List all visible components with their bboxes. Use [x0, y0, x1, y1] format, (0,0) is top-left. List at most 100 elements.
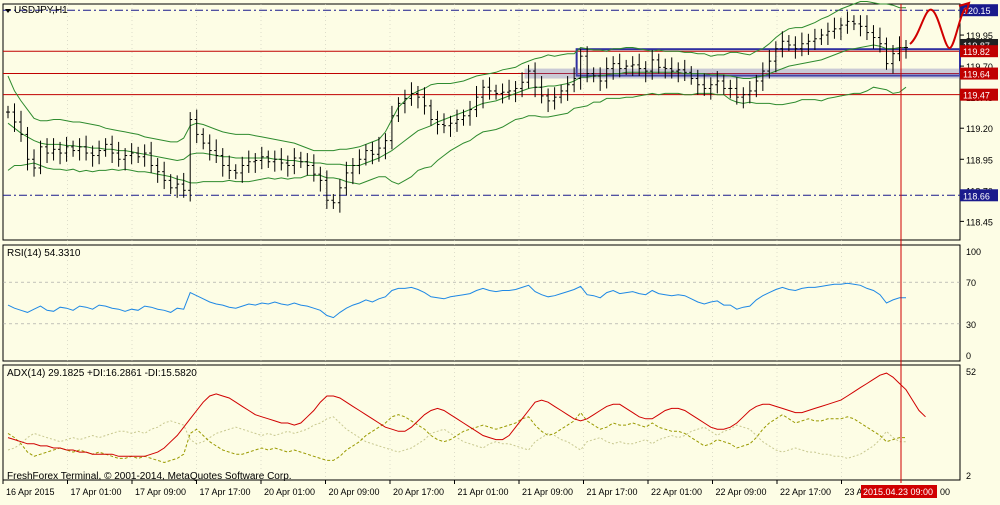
- price-bar: [188, 112, 193, 202]
- level-label: 120.15: [963, 6, 991, 16]
- price-bar: [155, 158, 160, 183]
- x-tick-label: 22 Apr 09:00: [716, 487, 767, 497]
- price-bar: [559, 84, 564, 104]
- price-bar: [448, 115, 453, 137]
- price-bar: [767, 49, 772, 79]
- x-tick-label: 17 Apr 09:00: [135, 487, 186, 497]
- price-bar: [363, 144, 368, 166]
- rsi-panel-title: RSI(14) 54.3310: [7, 248, 81, 259]
- price-bar: [32, 149, 37, 177]
- adx-panel-frame: [2, 364, 961, 481]
- price-bar: [520, 72, 525, 98]
- price-bar: [806, 33, 811, 55]
- price-bar: [331, 194, 336, 209]
- level-label: 118.66: [963, 191, 990, 201]
- price-bar: [715, 71, 720, 94]
- price-bar: [611, 56, 616, 80]
- price-bar: [142, 144, 147, 167]
- price-bar: [227, 155, 232, 180]
- price-bar: [402, 89, 407, 114]
- price-bar: [162, 161, 167, 190]
- price-tick-label: 119.95: [966, 31, 993, 41]
- level-label: 119.64: [963, 70, 990, 80]
- price-bar: [259, 146, 264, 170]
- forecast-arrow-line: [909, 7, 967, 50]
- price-bar: [708, 77, 713, 100]
- x-tail-label: 00: [940, 487, 950, 497]
- price-bar: [97, 140, 102, 165]
- price-bar: [51, 138, 56, 161]
- price-bar: [298, 151, 303, 168]
- price-bar: [669, 57, 674, 79]
- price-tick-label: 119.20: [966, 124, 993, 134]
- price-bar: [415, 85, 420, 109]
- price-bar: [695, 69, 700, 95]
- forecast-arrow-head-icon: [958, 1, 971, 15]
- price-bar: [396, 97, 401, 122]
- price-bar: [728, 79, 733, 99]
- x-tick-label: 22 Apr 01:00: [651, 487, 702, 497]
- price-bar: [702, 73, 707, 96]
- level-label: 119.82: [963, 47, 990, 57]
- level-label-bg: [960, 45, 998, 58]
- price-tick-label: 118.95: [966, 155, 993, 165]
- adx-tick-label: 2: [966, 471, 971, 481]
- price-bar: [513, 81, 518, 103]
- price-panel-title: USDJPY,H1: [14, 5, 68, 16]
- level-label: 119.47: [963, 91, 990, 101]
- price-bar: [279, 148, 284, 171]
- price-bar: [546, 88, 551, 113]
- price-bar: [747, 81, 752, 104]
- price-bar: [428, 99, 433, 126]
- rsi-panel-frame: [2, 244, 961, 362]
- price-bar: [272, 150, 277, 172]
- price-bar: [441, 113, 446, 134]
- price-bar: [129, 143, 134, 165]
- price-bar: [637, 53, 642, 77]
- price-bar: [123, 148, 128, 171]
- price-bar: [116, 141, 121, 167]
- level-label-bg: [960, 189, 998, 202]
- price-bar: [721, 74, 726, 95]
- price-bar: [832, 17, 837, 39]
- x-tick-label: 21 Apr 01:00: [458, 487, 509, 497]
- price-bar: [370, 141, 375, 165]
- price-bar: [38, 140, 43, 175]
- rsi-tick-label: 0: [966, 351, 971, 361]
- price-bar: [90, 145, 95, 167]
- price-bar: [858, 15, 863, 37]
- price-bar: [676, 62, 681, 83]
- price-bar: [305, 153, 310, 176]
- price-bar: [624, 59, 629, 75]
- copyright-footer: FreshForex Terminal, © 2001-2014, MetaQu…: [7, 471, 292, 482]
- price-bar: [481, 79, 486, 109]
- symbol-dropdown-icon[interactable]: [5, 9, 11, 13]
- price-bar: [864, 15, 869, 41]
- price-bar: [455, 109, 459, 132]
- price-bar: [773, 41, 778, 73]
- cursor-time-label: 2015.04.23 09:00: [863, 487, 933, 497]
- rsi-tick-label: 100: [966, 247, 981, 257]
- price-bar: [220, 148, 225, 177]
- price-bar: [663, 58, 668, 79]
- price-bar: [598, 67, 603, 91]
- price-bar: [376, 136, 381, 162]
- price-bar: [533, 62, 538, 98]
- price-bar: [253, 153, 258, 173]
- price-bar: [812, 28, 817, 50]
- price-bar: [741, 87, 746, 109]
- price-bar: [409, 82, 414, 106]
- price-bar: [285, 155, 290, 177]
- price-bar: [526, 64, 531, 89]
- price-bar: [84, 135, 89, 161]
- price-bar: [6, 105, 10, 119]
- price-bar: [786, 35, 791, 52]
- x-tick-label: 16 Apr 2015: [6, 487, 55, 497]
- x-tick-label: 17 Apr 01:00: [71, 487, 122, 497]
- price-bar: [838, 17, 843, 41]
- support-zone-box: [524, 68, 960, 79]
- price-bar: [64, 136, 69, 162]
- price-bar: [682, 59, 687, 82]
